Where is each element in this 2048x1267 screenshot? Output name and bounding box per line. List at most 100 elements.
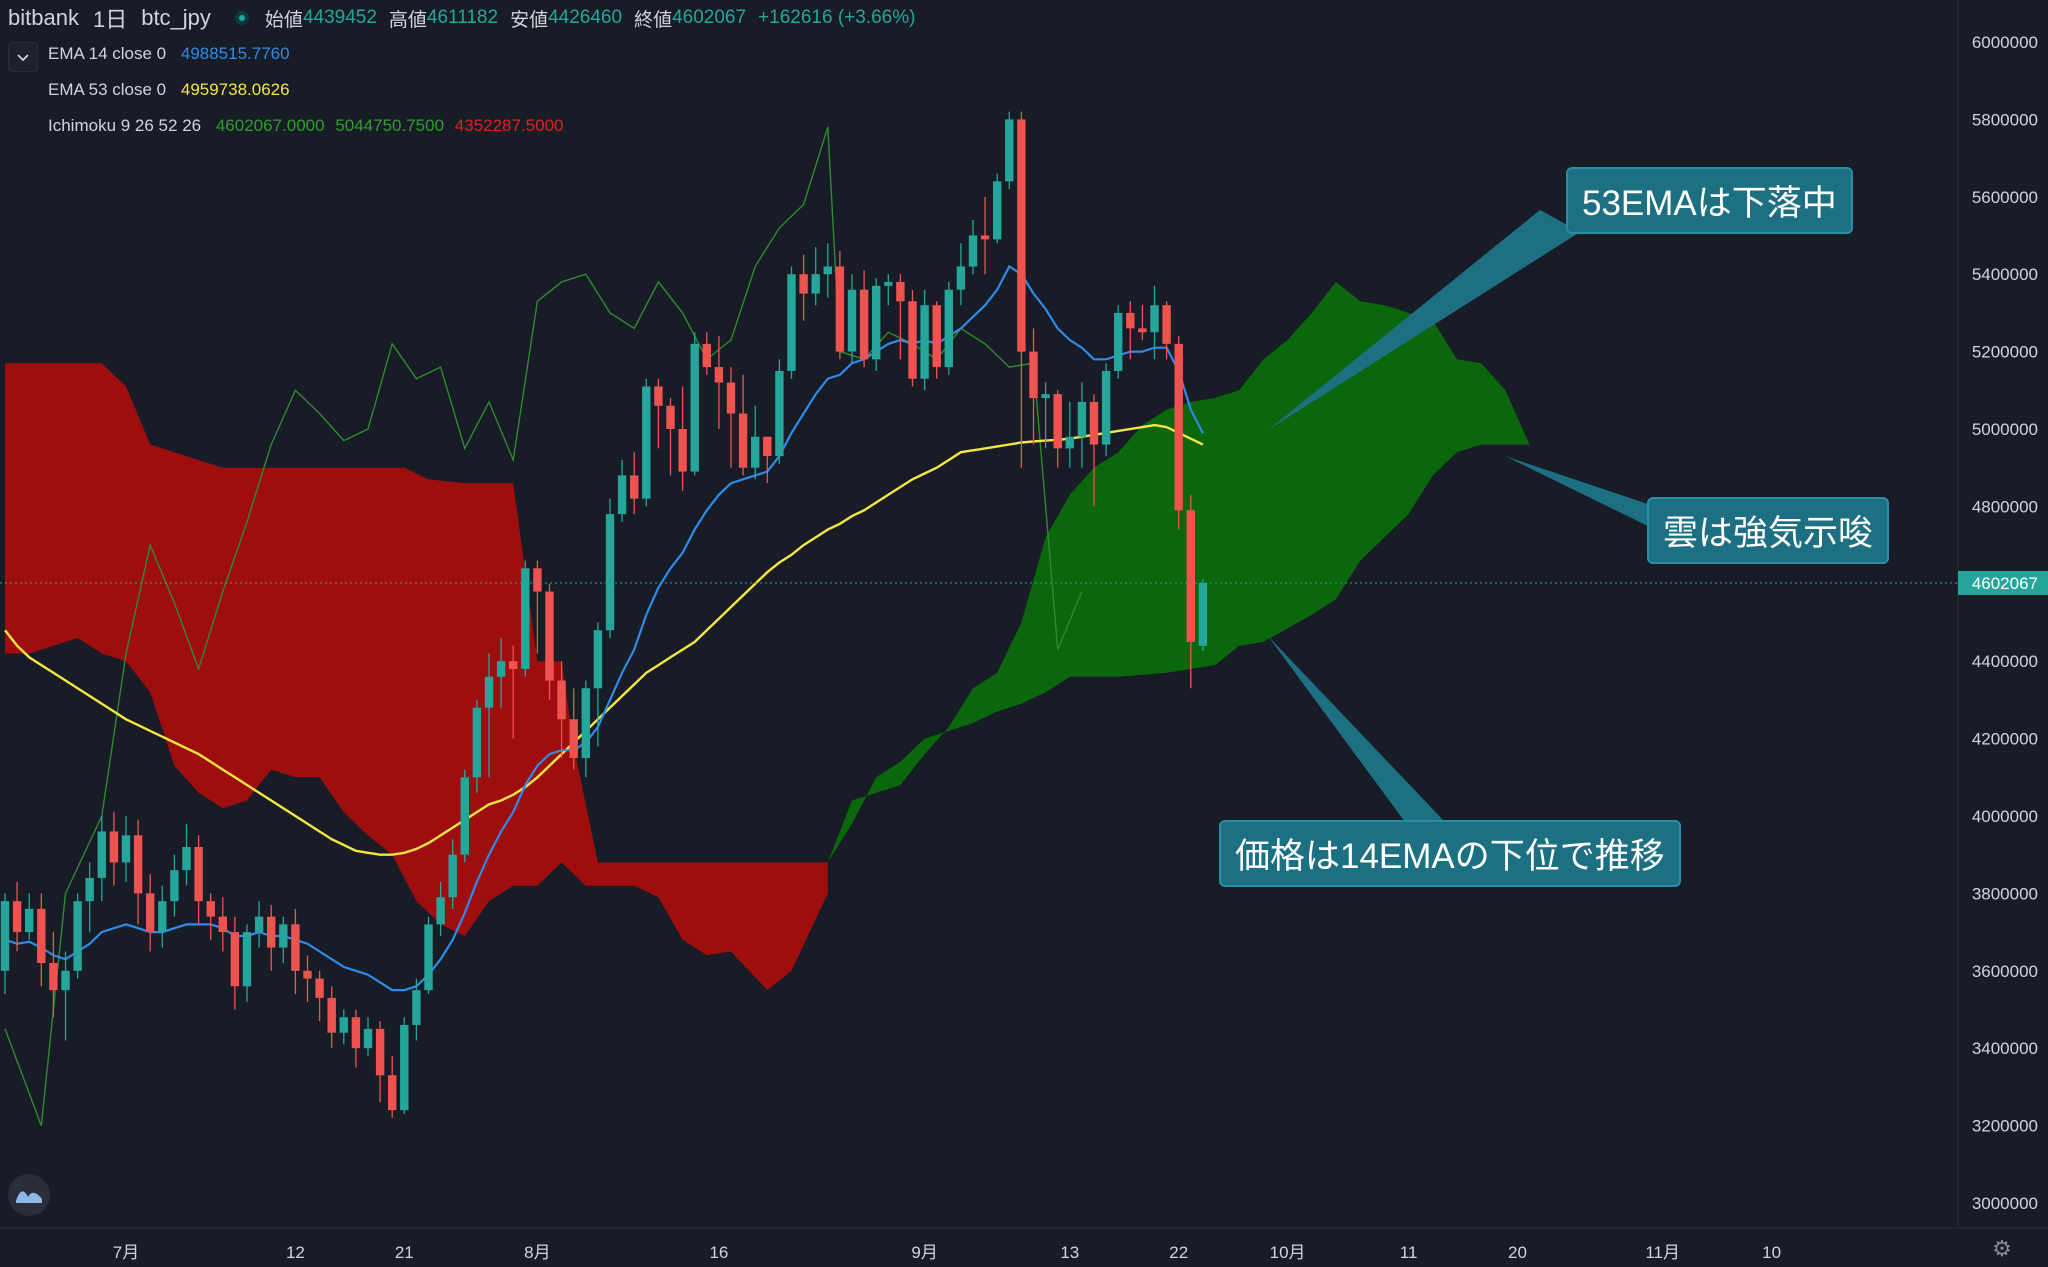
x-tick-label: 21: [395, 1243, 414, 1262]
candle-body: [1138, 328, 1147, 333]
change-value: +162616 (+3.66%): [758, 7, 916, 28]
legend-ema53[interactable]: EMA 53 close 0 4959738.0626: [48, 80, 290, 100]
candle-body: [714, 367, 724, 383]
y-tick-label: 4000000: [1972, 807, 2038, 826]
y-tick-label: 4400000: [1972, 652, 2038, 671]
candle-body: [956, 266, 966, 290]
candle-body: [375, 1028, 385, 1076]
y-tick-label: 3800000: [1972, 884, 2038, 903]
gear-icon[interactable]: ⚙: [1992, 1236, 2012, 1261]
ichimoku-value-3: 4352287.5000: [454, 116, 564, 135]
open-label: 始値: [264, 9, 303, 31]
candle-body: [1162, 305, 1171, 344]
candle-body: [920, 305, 929, 379]
ema14-label: EMA 14 close 0: [48, 44, 167, 63]
y-tick-label: 6000000: [1972, 33, 2038, 52]
y-tick-label: 5200000: [1972, 343, 2038, 362]
last-price-tag-label: 4602067: [1972, 574, 2038, 593]
y-tick-label: 3000000: [1972, 1194, 2038, 1213]
close-label: 終値: [634, 9, 673, 31]
y-tick-label: 4200000: [1972, 730, 2038, 749]
candle-body: [654, 386, 663, 406]
candle-body: [484, 676, 494, 708]
candle-body: [835, 266, 845, 352]
candle-body: [49, 963, 58, 991]
candle-body: [496, 661, 506, 677]
legend-ichimoku[interactable]: Ichimoku 9 26 52 26 4602067.0000 5044750…: [48, 116, 564, 136]
candle-body: [339, 1017, 348, 1033]
candle-body: [460, 777, 469, 855]
candle-body: [690, 343, 699, 472]
candle-body: [73, 901, 82, 971]
annotation-53ema[interactable]: 53EMAは下落中: [1566, 167, 1853, 234]
candle-body: [630, 475, 639, 499]
candle-body: [109, 831, 119, 863]
candle-body: [472, 707, 482, 778]
ichimoku-value-2: 5044750.7500: [335, 116, 445, 135]
candle-body: [799, 274, 808, 294]
candle-body: [388, 1075, 397, 1111]
x-tick-label: 20: [1508, 1243, 1527, 1262]
ichimoku-value-1: 4602067.0000: [215, 116, 325, 135]
candle-body: [1150, 305, 1159, 333]
x-tick-label: 10月: [1270, 1243, 1306, 1262]
candle-body: [85, 877, 94, 902]
ema14-line: [4, 264, 1204, 992]
candle-body: [315, 978, 324, 998]
candle-body: [182, 846, 191, 871]
high-label: 高値: [388, 9, 427, 31]
annotation-cloud[interactable]: 雲は強気示唆: [1647, 497, 1890, 564]
candle-body: [424, 924, 433, 991]
symbol-label[interactable]: btc_jpy: [141, 5, 211, 30]
candle-body: [726, 382, 736, 414]
candle-body: [146, 893, 155, 933]
x-tick-label: 22: [1169, 1243, 1188, 1262]
low-label: 安値: [510, 9, 549, 31]
candle-body: [242, 932, 252, 987]
candle-body: [605, 514, 615, 631]
x-tick-label: 11: [1400, 1243, 1418, 1262]
y-tick-label: 5000000: [1972, 420, 2038, 439]
candle-body: [1041, 394, 1050, 399]
candle-body: [617, 475, 627, 515]
legend-ema14[interactable]: EMA 14 close 0 4988515.7760: [48, 44, 290, 64]
candle-body: [121, 835, 131, 863]
candle-body: [133, 835, 143, 894]
candle-body: [303, 970, 312, 979]
candle-body: [908, 301, 917, 379]
y-tick-label: 3400000: [1972, 1039, 2038, 1058]
candle-body: [944, 289, 953, 368]
y-tick-label: 4800000: [1972, 497, 2038, 516]
candle-body: [25, 908, 34, 933]
candle-body: [980, 235, 990, 240]
candle-body: [1101, 370, 1111, 445]
candle-body: [751, 436, 760, 468]
candle-body: [37, 908, 46, 964]
candle-body: [993, 181, 1002, 240]
candle-body: [557, 680, 566, 720]
x-tick-label: 10: [1762, 1243, 1781, 1262]
candle-body: [738, 413, 748, 468]
candle-body: [61, 970, 70, 991]
annotation-price[interactable]: 価格は14EMAの下位で推移: [1219, 820, 1681, 887]
candle-body: [254, 916, 264, 933]
legend-collapse-button[interactable]: [8, 42, 38, 72]
interval-label[interactable]: 1日: [92, 7, 128, 32]
candle-body: [666, 405, 675, 429]
ema53-value: 4959738.0626: [180, 80, 290, 99]
chevron-down-icon: [17, 54, 29, 62]
candle-body: [702, 343, 711, 368]
candle-body: [170, 870, 179, 902]
tradingview-logo-icon[interactable]: [8, 1174, 50, 1216]
callout-pointer-price: [1268, 636, 1445, 822]
exchange-name[interactable]: bitbank: [8, 5, 79, 30]
candle-body: [787, 274, 796, 371]
y-tick-label: 3200000: [1972, 1117, 2038, 1136]
candle-body: [896, 281, 905, 302]
candle-body: [763, 436, 772, 457]
candle-body: [811, 274, 820, 294]
candle-body: [642, 386, 651, 499]
candle-body: [363, 1028, 373, 1049]
ichimoku-label: Ichimoku 9 26 52 26: [48, 116, 202, 135]
candle-body: [1065, 436, 1074, 449]
